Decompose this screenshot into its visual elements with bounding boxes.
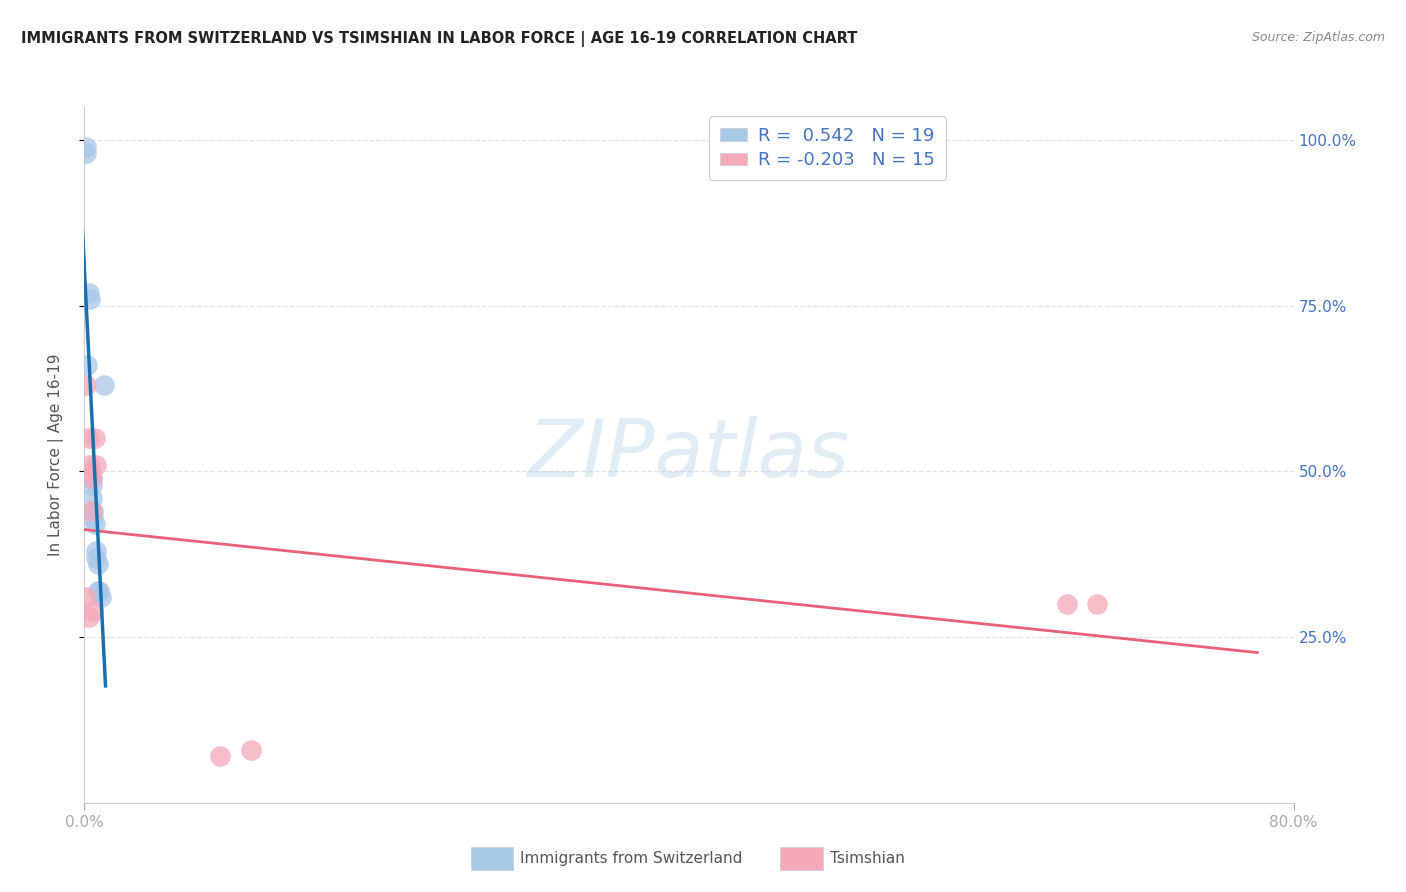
Point <box>80 471 103 485</box>
Point <box>75 378 97 392</box>
Point <box>80 477 103 491</box>
Point <box>86 550 108 565</box>
Point <box>80 504 103 518</box>
Point <box>84 431 107 445</box>
Point <box>75 591 97 605</box>
Point <box>90 591 112 605</box>
Text: Immigrants from Switzerland: Immigrants from Switzerland <box>520 852 742 866</box>
Point <box>82 604 104 618</box>
Text: Tsimshian: Tsimshian <box>830 852 904 866</box>
Point <box>75 146 97 161</box>
Point <box>86 458 108 472</box>
Point <box>82 504 104 518</box>
Point <box>1056 597 1078 611</box>
Point <box>79 471 101 485</box>
Point <box>75 140 97 154</box>
Point <box>77 285 100 300</box>
Point <box>84 517 107 532</box>
Point <box>239 743 262 757</box>
Point <box>82 511 104 525</box>
Point <box>79 292 101 306</box>
Point <box>209 749 232 764</box>
Text: Source: ZipAtlas.com: Source: ZipAtlas.com <box>1251 31 1385 45</box>
Point <box>89 583 111 598</box>
Point <box>87 558 110 572</box>
Legend: R =  0.542   N = 19, R = -0.203   N = 15: R = 0.542 N = 19, R = -0.203 N = 15 <box>710 116 946 180</box>
Point <box>77 458 100 472</box>
Point <box>1085 597 1108 611</box>
Point <box>76 359 98 373</box>
Point <box>77 431 100 445</box>
Point <box>93 378 115 392</box>
Text: ZIPatlas: ZIPatlas <box>527 416 851 494</box>
Point <box>80 471 103 485</box>
Point <box>86 544 108 558</box>
Point <box>80 491 103 505</box>
Text: IMMIGRANTS FROM SWITZERLAND VS TSIMSHIAN IN LABOR FORCE | AGE 16-19 CORRELATION : IMMIGRANTS FROM SWITZERLAND VS TSIMSHIAN… <box>21 31 858 47</box>
Point <box>77 610 100 624</box>
Y-axis label: In Labor Force | Age 16-19: In Labor Force | Age 16-19 <box>48 353 63 557</box>
Point <box>79 465 101 479</box>
Point <box>87 583 110 598</box>
